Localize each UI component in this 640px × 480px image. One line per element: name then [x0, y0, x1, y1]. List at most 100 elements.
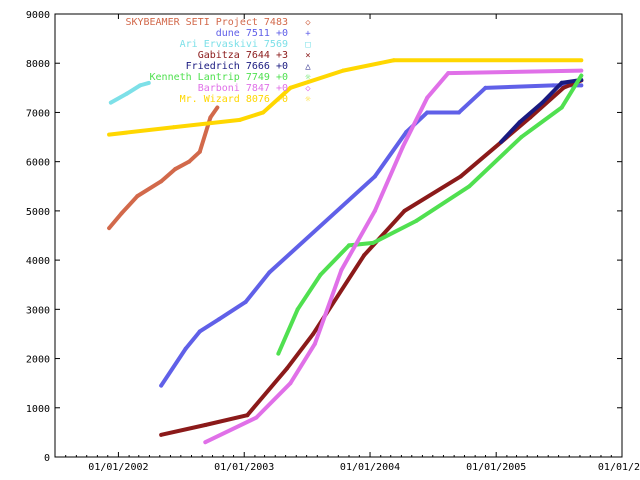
data-point	[285, 366, 289, 371]
data-point	[339, 268, 344, 272]
data-point	[483, 86, 488, 90]
data-point	[401, 145, 405, 149]
data-point	[467, 184, 472, 189]
x-tick-label: 01/01/2002	[88, 462, 148, 473]
series-band	[288, 341, 317, 386]
series-band	[362, 208, 407, 258]
data-point	[579, 73, 584, 78]
legend-marker: ☼	[305, 73, 311, 83]
data-point	[109, 100, 113, 105]
series-6	[203, 68, 584, 445]
data-point	[159, 433, 163, 437]
series-band	[245, 366, 289, 418]
legend-marker: ◇	[305, 84, 311, 94]
series-band	[446, 68, 584, 76]
series-band	[107, 125, 176, 137]
data-point	[540, 100, 545, 105]
series-band	[295, 272, 323, 312]
data-point	[295, 307, 300, 312]
data-point	[402, 209, 407, 213]
data-point	[119, 211, 124, 216]
data-point	[261, 110, 266, 115]
data-point	[217, 317, 221, 322]
data-point	[341, 68, 346, 73]
legend-label: Barboni 7847 +0	[198, 83, 288, 94]
data-point	[159, 383, 163, 388]
series-band	[159, 346, 188, 388]
y-tick-label: 3000	[26, 305, 50, 316]
data-point	[519, 135, 524, 139]
data-point	[138, 83, 142, 88]
series-band	[528, 85, 566, 120]
series-band	[159, 167, 178, 184]
legend: SKYBEAMER SETI Project 7483 ◇ dune 7511 +0…	[125, 17, 311, 105]
data-point	[288, 381, 293, 386]
data-point	[243, 300, 248, 304]
data-point	[311, 332, 316, 336]
data-point	[187, 159, 191, 164]
series-band	[124, 83, 143, 96]
series-band	[197, 317, 222, 334]
data-point	[458, 174, 463, 179]
axis-layer: 0 1000 2000 3000 4000 5000 6000 7000 8000 9000 01/…	[26, 10, 640, 473]
data-point	[446, 71, 451, 75]
series-band	[183, 329, 202, 351]
series-band	[400, 95, 430, 149]
series-3	[159, 78, 584, 437]
series-band	[261, 85, 293, 115]
series-band	[119, 194, 140, 216]
series-band	[341, 58, 396, 73]
y-tick-label: 9000	[26, 10, 50, 21]
data-point	[173, 167, 178, 171]
legend-marker: □	[305, 40, 311, 50]
series-band	[483, 83, 556, 90]
y-tick-label: 6000	[26, 158, 50, 169]
data-point	[561, 86, 566, 90]
data-point	[107, 226, 111, 230]
data-point	[425, 95, 430, 100]
series-band	[540, 80, 564, 105]
series-band	[371, 218, 419, 245]
series-band	[372, 144, 405, 213]
legend-marker: △	[305, 62, 311, 72]
legend-label: Ari Ervaskivi 7569	[180, 39, 288, 50]
legend-label: Mr. Wizard 8076 +0	[180, 94, 288, 105]
data-point	[245, 413, 250, 418]
data-point	[183, 346, 188, 351]
series-layer	[107, 58, 584, 445]
legend-marker: ×	[305, 51, 310, 61]
series-band	[347, 240, 376, 248]
series-5	[276, 73, 584, 356]
data-point	[238, 118, 242, 122]
series-band	[318, 243, 352, 277]
series-2	[108, 80, 151, 105]
x-tick-label: 01/01/20	[598, 462, 640, 473]
series-band	[339, 208, 377, 272]
data-point	[362, 253, 367, 257]
series-band	[467, 135, 524, 189]
y-tick-label: 2000	[26, 355, 50, 366]
legend-marker: ☼	[305, 95, 311, 105]
data-point	[107, 132, 111, 137]
data-point	[254, 415, 259, 420]
x-tick-label: 01/01/2005	[466, 462, 526, 473]
y-tick-label: 8000	[26, 59, 50, 70]
series-band	[203, 415, 259, 445]
series-band	[135, 179, 164, 199]
y-tick-label: 5000	[26, 207, 50, 218]
x-tick-label: 01/01/2003	[214, 462, 274, 473]
data-point	[414, 218, 419, 223]
data-point	[457, 110, 461, 115]
series-band	[173, 159, 192, 172]
series-band	[203, 413, 250, 428]
data-point	[267, 270, 272, 275]
data-point	[198, 150, 202, 154]
data-point	[135, 194, 140, 198]
data-point	[203, 423, 208, 427]
series-band	[107, 211, 124, 231]
series-band	[312, 267, 344, 346]
series-band	[108, 91, 129, 105]
series-band	[276, 307, 300, 356]
series-7	[107, 58, 584, 137]
